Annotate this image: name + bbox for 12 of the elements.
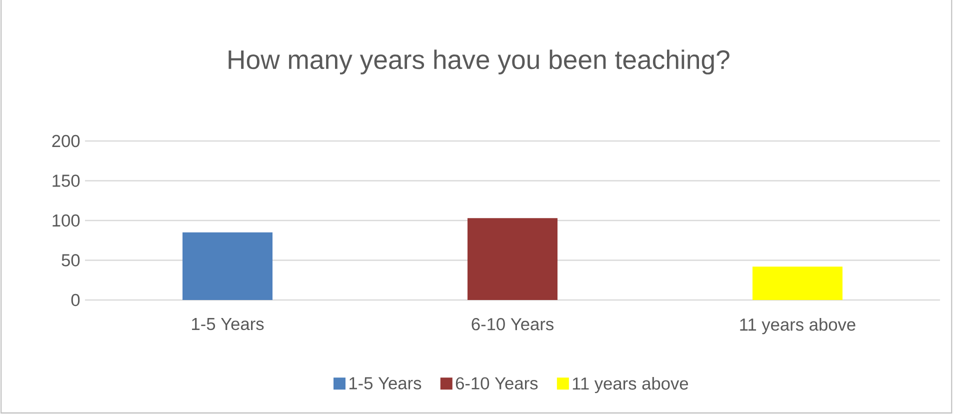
- y-tick-label: 0: [71, 294, 80, 306]
- y-tick-label: 100: [52, 214, 80, 227]
- y-tick-label: 150: [52, 174, 80, 187]
- x-tick-label: 6-10 Years: [472, 318, 554, 330]
- legend-label: 6-10 Years: [456, 377, 538, 390]
- x-tick-label: 1-5 Years: [192, 318, 264, 330]
- legend-label: 1-5 Years: [349, 377, 422, 390]
- x-tick-label: 11 years above: [740, 318, 856, 334]
- legend-label: 11 years above: [572, 376, 688, 394]
- y-tick-label: 50: [62, 254, 80, 266]
- chart-title: How many years have you been teaching?: [228, 50, 730, 74]
- y-tick-label: 200: [52, 134, 80, 148]
